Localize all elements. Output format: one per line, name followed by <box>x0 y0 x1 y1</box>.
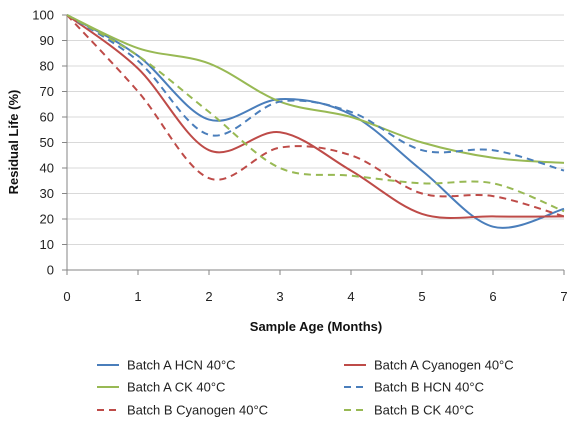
axes <box>62 14 565 275</box>
x-tick-label: 4 <box>347 289 354 304</box>
series-line <box>66 14 565 172</box>
y-tick-label: 70 <box>40 84 54 99</box>
legend: Batch A HCN 40°C Batch A Cyanogen 40°C Bat… <box>97 358 514 418</box>
y-tick-label: 0 <box>47 263 54 278</box>
legend-item-label: Batch A HCN 40°C <box>127 358 236 373</box>
legend-item-label: Batch B HCN 40°C <box>374 380 484 395</box>
legend-item-label: Batch B Cyanogen 40°C <box>127 403 268 418</box>
y-tick-label: 100 <box>32 8 54 23</box>
y-tick-label: 50 <box>40 135 54 150</box>
x-tick-label: 6 <box>489 289 496 304</box>
y-tick-label: 60 <box>40 110 54 125</box>
legend-item-label: Batch B CK 40°C <box>374 403 474 418</box>
y-tick-label: 80 <box>40 59 54 74</box>
y-tick-label: 90 <box>40 33 54 48</box>
legend-item-label: Batch A Cyanogen 40°C <box>374 358 514 373</box>
y-tick-label: 40 <box>40 161 54 176</box>
x-axis-title: Sample Age (Months) <box>250 319 382 334</box>
series-line <box>66 14 565 164</box>
x-tick-label: 5 <box>418 289 425 304</box>
series-line <box>66 14 565 219</box>
y-tick-label: 20 <box>40 212 54 227</box>
y-tick-label: 30 <box>40 186 54 201</box>
series-line <box>66 14 565 218</box>
y-tick-label: 10 <box>40 237 54 252</box>
x-tick-label: 2 <box>205 289 212 304</box>
series-lines <box>66 14 565 229</box>
gridlines <box>67 14 564 245</box>
x-tick-label: 1 <box>134 289 141 304</box>
y-axis-title: Residual Life (%) <box>6 90 21 195</box>
x-tick-label: 0 <box>63 289 70 304</box>
x-tick-label: 7 <box>560 289 567 304</box>
x-tick-label: 3 <box>276 289 283 304</box>
series-line <box>66 14 565 213</box>
legend-item-label: Batch A CK 40°C <box>127 380 225 395</box>
tick-labels: 0 10 20 30 40 50 60 70 80 90 100 0 1 2 3 4 5 6 7 <box>32 8 567 305</box>
